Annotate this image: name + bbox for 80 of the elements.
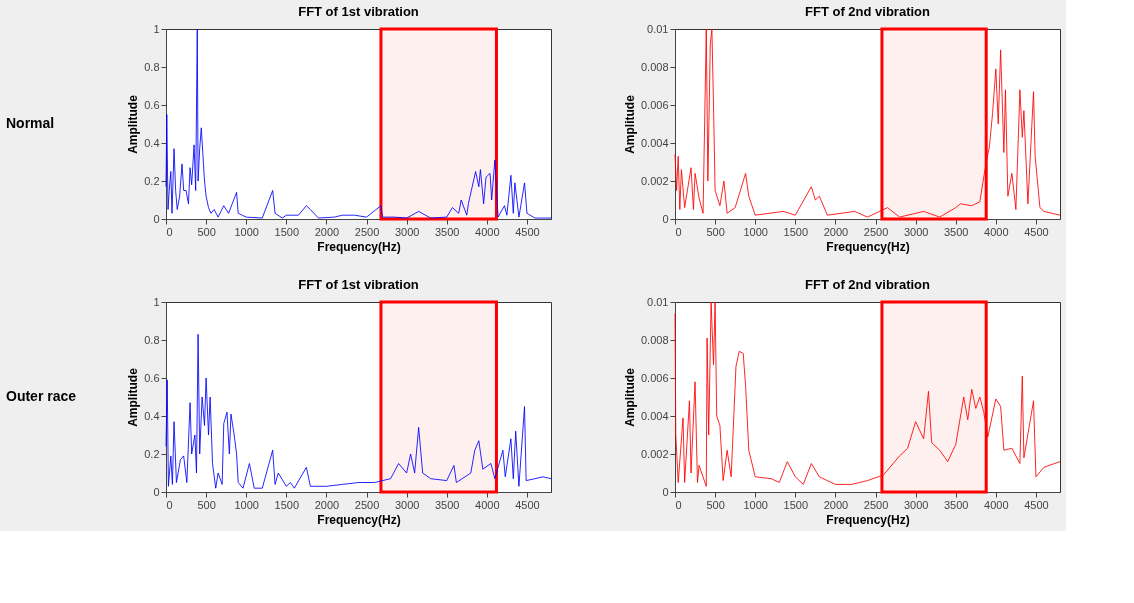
- x-tick-label: 3000: [394, 225, 420, 238]
- y-tick-label: 0.008: [640, 333, 669, 346]
- x-tick-label: 1500: [274, 225, 300, 238]
- x-tick-label: 1000: [743, 225, 768, 238]
- x-tick-label: 2000: [314, 225, 340, 238]
- x-tick-label: 0: [166, 225, 173, 238]
- x-tick-label: 0: [675, 225, 682, 238]
- x-tick-label: 500: [197, 498, 216, 511]
- chart-title: FFT of 2nd vibration: [805, 4, 931, 19]
- x-tick-label: 1500: [783, 225, 809, 238]
- y-tick-label: 0.002: [640, 174, 669, 187]
- y-tick-label: 0.004: [640, 409, 669, 422]
- y-tick-label: 0.6: [144, 98, 160, 111]
- x-tick-label: 1000: [234, 498, 259, 511]
- x-tick-label: 3500: [943, 498, 969, 511]
- y-tick-label: 0: [153, 485, 160, 498]
- x-tick-label: 4000: [984, 498, 1009, 511]
- y-tick-label: 0.8: [144, 60, 160, 73]
- y-axis-title: Amplitude: [622, 94, 637, 154]
- x-tick-label: 3500: [434, 498, 460, 511]
- x-tick-label: 4000: [475, 225, 500, 238]
- x-tick-label: 3500: [943, 225, 969, 238]
- y-tick-label: 0: [662, 485, 669, 498]
- y-tick-label: 1: [153, 22, 160, 35]
- x-tick-label: 0: [675, 498, 682, 511]
- x-tick-label: 4500: [1024, 498, 1049, 511]
- x-axis-title: Frequency(Hz): [317, 512, 401, 527]
- text: Normal: [6, 115, 55, 131]
- y-tick-label: 0.8: [144, 333, 160, 346]
- x-tick-label: 1500: [783, 498, 809, 511]
- y-tick-label: 0.6: [144, 371, 160, 384]
- chart-title: FFT of 2nd vibration: [805, 277, 931, 292]
- y-tick-label: 0: [662, 212, 669, 225]
- chart-title: FFT of 1st vibration: [298, 277, 419, 292]
- y-tick-label: 0.2: [144, 447, 160, 460]
- y-tick-label: 0.008: [640, 60, 669, 73]
- x-tick-label: 3500: [434, 225, 460, 238]
- y-tick-label: 0.004: [640, 136, 669, 149]
- y-tick-label: 0.4: [144, 409, 160, 422]
- x-tick-label: 3000: [394, 498, 420, 511]
- x-tick-label: 2000: [823, 225, 849, 238]
- text: Outer race: [6, 388, 77, 404]
- x-tick-label: 2500: [354, 498, 380, 511]
- x-axis-title: Frequency(Hz): [826, 239, 910, 254]
- y-tick-label: 0.4: [144, 136, 160, 149]
- chart-title: FFT of 1st vibration: [298, 4, 419, 19]
- x-tick-label: 500: [706, 225, 725, 238]
- y-tick-label: 0.2: [144, 174, 160, 187]
- x-tick-label: 4500: [1024, 225, 1049, 238]
- x-tick-label: 3000: [903, 498, 929, 511]
- x-tick-label: 2500: [354, 225, 380, 238]
- y-axis-title: Amplitude: [126, 367, 141, 427]
- x-tick-label: 1000: [743, 498, 768, 511]
- x-tick-label: 2000: [314, 498, 340, 511]
- line-series: [674, 301, 1061, 487]
- x-tick-label: 4000: [984, 225, 1009, 238]
- y-tick-label: 0: [153, 212, 160, 225]
- x-tick-label: 2500: [863, 225, 889, 238]
- x-tick-label: 1500: [274, 498, 300, 511]
- x-axis-title: Frequency(Hz): [826, 512, 910, 527]
- x-tick-label: 500: [706, 498, 725, 511]
- x-tick-label: 0: [166, 498, 173, 511]
- x-tick-label: 2000: [823, 498, 849, 511]
- y-tick-label: 0.006: [640, 371, 669, 384]
- x-tick-label: 500: [197, 225, 216, 238]
- y-tick-label: 0.01: [647, 295, 669, 308]
- x-tick-label: 3000: [903, 225, 929, 238]
- y-axis-title: Amplitude: [126, 94, 141, 154]
- y-tick-label: 0.01: [647, 22, 669, 35]
- x-tick-label: 4500: [515, 225, 540, 238]
- line-series: [165, 333, 552, 489]
- x-tick-label: 1000: [234, 225, 259, 238]
- y-tick-label: 0.002: [640, 447, 669, 460]
- x-axis-title: Frequency(Hz): [317, 239, 401, 254]
- y-axis-title: Amplitude: [622, 367, 637, 427]
- x-tick-label: 2500: [863, 498, 889, 511]
- x-tick-label: 4500: [515, 498, 540, 511]
- y-tick-label: 1: [153, 295, 160, 308]
- y-tick-label: 0.006: [640, 98, 669, 111]
- x-tick-label: 4000: [475, 498, 500, 511]
